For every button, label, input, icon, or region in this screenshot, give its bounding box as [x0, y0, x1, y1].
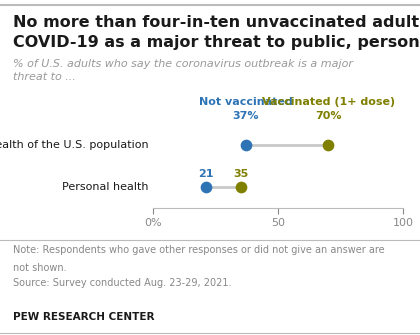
- Text: 70%: 70%: [315, 111, 341, 121]
- Text: % of U.S. adults who say the coronavirus outbreak is a major
threat to ...: % of U.S. adults who say the coronavirus…: [13, 59, 353, 82]
- Text: No more than four-in-ten unvaccinated adults see: No more than four-in-ten unvaccinated ad…: [13, 15, 420, 30]
- Point: [325, 143, 332, 148]
- Text: Source: Survey conducted Aug. 23-29, 2021.: Source: Survey conducted Aug. 23-29, 202…: [13, 278, 231, 288]
- Text: PEW RESEARCH CENTER: PEW RESEARCH CENTER: [13, 312, 154, 322]
- Text: Vaccinated (1+ dose): Vaccinated (1+ dose): [262, 97, 395, 107]
- Point: [237, 184, 244, 190]
- Text: not shown.: not shown.: [13, 263, 66, 273]
- Text: 37%: 37%: [233, 111, 259, 121]
- Text: Not vaccinated: Not vaccinated: [199, 97, 293, 107]
- Text: 21: 21: [198, 170, 213, 180]
- Text: Personal health: Personal health: [62, 182, 148, 192]
- Text: COVID-19 as a major threat to public, personal health: COVID-19 as a major threat to public, pe…: [13, 35, 420, 50]
- Point: [242, 143, 249, 148]
- Point: [202, 184, 209, 190]
- Text: Note: Respondents who gave other responses or did not give an answer are: Note: Respondents who gave other respons…: [13, 245, 384, 255]
- Text: Health of the U.S. population: Health of the U.S. population: [0, 140, 148, 150]
- Text: 35: 35: [233, 170, 248, 180]
